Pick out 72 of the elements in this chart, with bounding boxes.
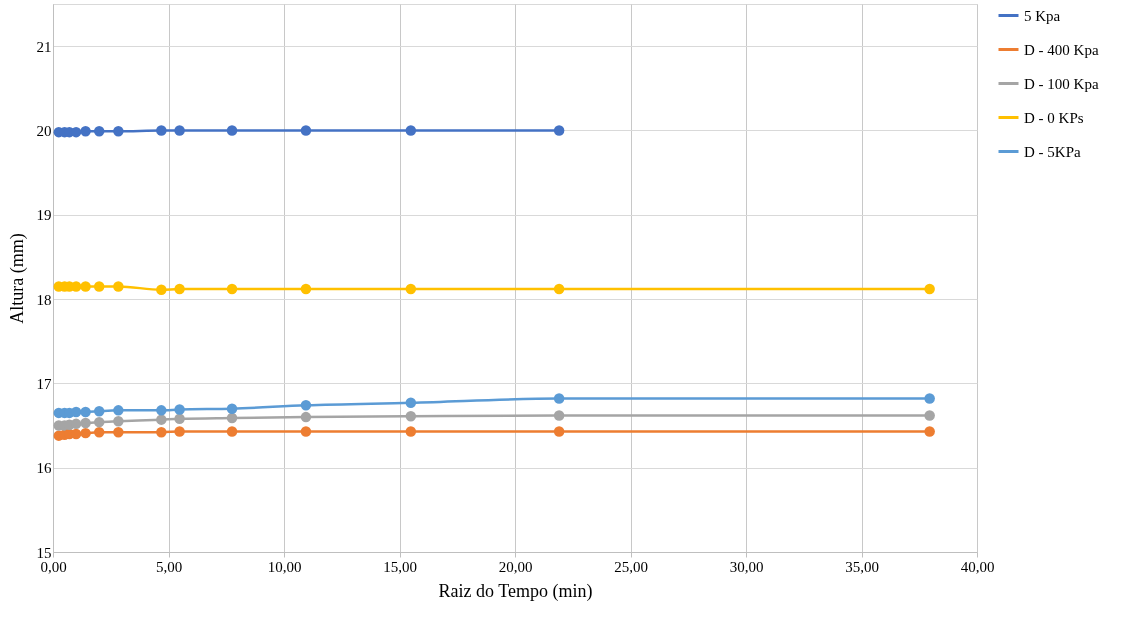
point — [924, 393, 935, 404]
point — [80, 281, 91, 292]
legend-label: D - 5KPa — [1024, 143, 1081, 160]
point — [113, 427, 124, 438]
point — [174, 404, 185, 415]
point — [553, 393, 565, 404]
x-tick-label: 35,00 — [845, 558, 879, 575]
point — [80, 417, 91, 429]
x-tick-label: 30,00 — [729, 558, 764, 575]
point — [300, 426, 312, 437]
point — [553, 283, 565, 295]
point — [93, 416, 105, 428]
point — [226, 403, 238, 414]
point — [405, 397, 417, 409]
point — [80, 406, 91, 418]
y-tick-label: 15 — [36, 544, 52, 561]
point — [300, 411, 312, 423]
point — [226, 426, 238, 437]
point — [93, 405, 105, 417]
legend-label: D - 400 Kpa — [1024, 41, 1099, 58]
point — [924, 426, 935, 437]
point — [174, 283, 185, 295]
x-tick-label: 25,00 — [614, 558, 648, 575]
y-tick-label: 16 — [36, 460, 52, 477]
x-tick-label: 15,00 — [383, 558, 417, 575]
point — [405, 125, 417, 136]
point — [553, 410, 565, 421]
y-tick-label: 20 — [36, 122, 52, 139]
point — [300, 125, 312, 136]
point — [174, 413, 185, 425]
point — [226, 125, 238, 136]
point — [226, 412, 238, 424]
legend-label: D - 0 KPs — [1024, 109, 1084, 126]
y-tick-label: 21 — [36, 38, 52, 55]
point — [156, 414, 167, 425]
point — [174, 125, 185, 136]
point — [300, 400, 312, 411]
y-tick-label: 17 — [36, 375, 52, 392]
y-axis-title: Altura (mm) — [6, 233, 28, 324]
y-tick-label: 18 — [36, 291, 52, 308]
point — [80, 427, 91, 439]
point — [156, 125, 167, 136]
point — [553, 426, 565, 437]
point — [113, 405, 124, 416]
point — [405, 283, 417, 295]
point — [174, 426, 185, 437]
y-tick-label: 19 — [36, 207, 52, 224]
x-tick-label: 20,00 — [498, 558, 533, 575]
point — [80, 126, 91, 137]
point — [156, 284, 167, 296]
point — [405, 426, 417, 437]
x-axis-title: Raiz do Tempo (min) — [438, 580, 593, 602]
point — [93, 281, 105, 292]
x-tick-label: 10,00 — [267, 558, 302, 575]
x-tick-label: 40,00 — [960, 558, 995, 575]
point — [93, 427, 105, 438]
point — [924, 283, 935, 295]
point — [300, 283, 312, 295]
x-tick-label: 5,00 — [155, 558, 183, 575]
point — [156, 427, 167, 438]
point — [93, 126, 105, 137]
point — [405, 411, 417, 422]
point — [113, 281, 124, 292]
point — [156, 405, 167, 416]
legend-label: D - 100 Kpa — [1024, 75, 1099, 92]
point — [113, 126, 124, 137]
legend-label: 5 Kpa — [1024, 7, 1061, 24]
point — [113, 416, 124, 427]
point — [226, 283, 238, 295]
point — [924, 410, 935, 421]
x-tick-label: 0,00 — [40, 558, 67, 575]
point — [553, 125, 565, 136]
